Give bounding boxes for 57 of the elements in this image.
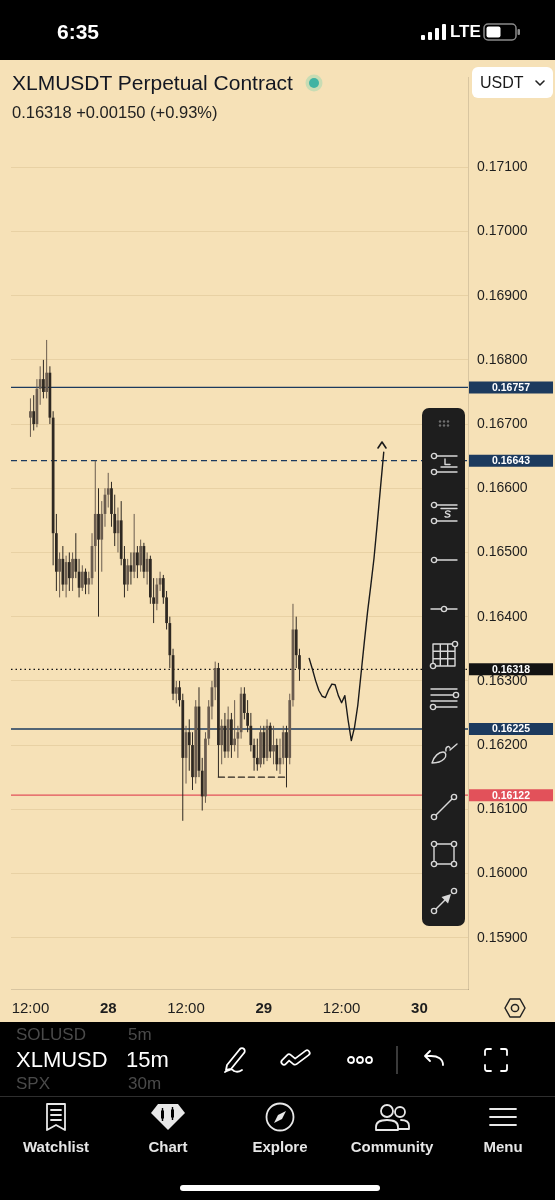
y-tick-label: 0.17000 xyxy=(477,222,528,239)
y-tick-label: 0.16200 xyxy=(477,735,528,752)
ref-line-label: 0.16757 xyxy=(492,380,531,393)
text: 6:35 xyxy=(57,19,100,45)
text: 0.16318 +0.00150 (+0.93%) xyxy=(12,103,218,123)
ref-line-label: 0.16225 xyxy=(492,722,531,735)
y-tick-label: 0.16800 xyxy=(477,350,528,367)
y-tick-label: 0.16100 xyxy=(477,800,528,817)
candlestick xyxy=(71,551,74,592)
candlestick xyxy=(84,568,87,595)
text: XLMUSD xyxy=(16,1046,108,1074)
candlestick xyxy=(80,564,84,592)
y-tick-label: 0.16900 xyxy=(477,286,528,303)
text: 30m xyxy=(128,1073,162,1095)
candlestick xyxy=(136,545,139,579)
text: SOLUSD xyxy=(16,1024,86,1046)
text: 5m xyxy=(128,1024,152,1046)
x-tick-label: 30 xyxy=(411,999,428,1017)
candlestick xyxy=(272,725,275,765)
candlestick xyxy=(174,680,178,704)
text: 15m xyxy=(126,1046,169,1074)
y-tick-label: 0.16700 xyxy=(477,414,528,431)
x-tick-label: 12:00 xyxy=(322,999,361,1017)
ref-line-label: 0.16318 xyxy=(492,662,531,675)
ref-line-label: 0.16122 xyxy=(492,788,531,801)
text: Chart xyxy=(148,1138,188,1156)
text: Community xyxy=(350,1138,434,1156)
y-tick-label: 0.16600 xyxy=(477,479,528,496)
candlestick xyxy=(45,339,49,399)
y-tick-label: 0.16400 xyxy=(477,607,528,624)
candlestick xyxy=(58,551,61,598)
candlestick xyxy=(139,539,143,573)
text: USDT xyxy=(480,72,524,93)
candlestick xyxy=(42,359,45,399)
text: Watchlist xyxy=(22,1138,90,1156)
x-tick-label: 29 xyxy=(255,999,273,1017)
candlestick xyxy=(32,394,36,431)
text: SPX xyxy=(16,1073,51,1095)
candlestick xyxy=(29,397,32,438)
y-tick-label: 0.16000 xyxy=(477,864,528,881)
candlestick xyxy=(126,558,130,592)
candlestick xyxy=(220,718,224,765)
x-tick-label: 12:00 xyxy=(11,999,50,1017)
text: LTE xyxy=(450,21,481,43)
candlestick xyxy=(67,551,71,592)
y-tick-label: 0.15900 xyxy=(477,928,528,945)
chart-title: XLMUSDT Perpetual Contract xyxy=(12,70,293,96)
ref-line-label: 0.16643 xyxy=(492,454,531,467)
candlestick xyxy=(145,551,149,586)
y-tick-label: 0.16500 xyxy=(477,543,528,560)
candlestick xyxy=(275,738,279,772)
x-tick-label: 12:00 xyxy=(167,999,205,1017)
y-tick-label: 0.17100 xyxy=(477,158,528,175)
text: Menu xyxy=(483,1138,523,1156)
text: Explore xyxy=(252,1138,308,1156)
x-tick-label: 28 xyxy=(99,999,117,1017)
candlestick xyxy=(255,738,259,772)
